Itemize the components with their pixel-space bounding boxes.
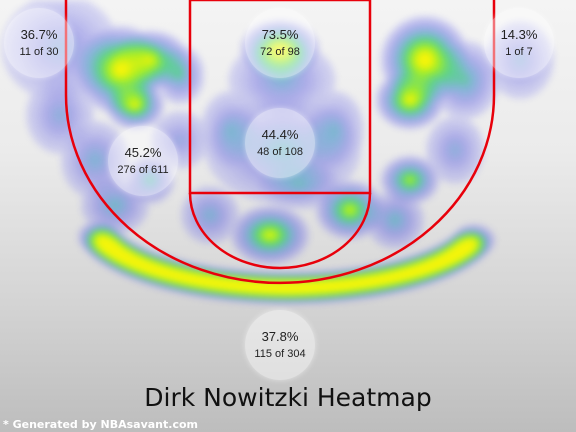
zone-attempts: 72 of 98 — [260, 46, 300, 58]
zone-attempts: 1 of 7 — [505, 46, 533, 58]
zone-percentage: 45.2% — [124, 145, 162, 160]
zone-percentage: 73.5% — [261, 27, 299, 42]
zone-left-midrange: 45.2% 276 of 611 — [108, 126, 178, 196]
zone-three-point: 37.8% 115 of 304 — [245, 310, 315, 380]
zone-percentage: 37.8% — [261, 329, 299, 344]
zone-attempts: 115 of 304 — [254, 348, 306, 360]
zone-paint-top: 73.5% 72 of 98 — [245, 8, 315, 78]
zone-percentage: 36.7% — [20, 27, 58, 42]
zone-attempts: 48 of 108 — [257, 146, 303, 158]
zone-attempts: 11 of 30 — [19, 46, 59, 58]
chart-title: Dirk Nowitzki Heatmap — [144, 383, 432, 412]
zone-left-corner: 36.7% 11 of 30 — [4, 8, 74, 78]
credit-footer: * Generated by NBAsavant.com — [3, 418, 198, 431]
zone-paint-mid: 44.4% 48 of 108 — [245, 108, 315, 178]
zone-right-corner: 14.3% 1 of 7 — [484, 8, 554, 78]
zone-percentage: 44.4% — [261, 127, 299, 142]
zone-percentage: 14.3% — [500, 27, 538, 42]
zone-attempts: 276 of 611 — [117, 164, 169, 176]
